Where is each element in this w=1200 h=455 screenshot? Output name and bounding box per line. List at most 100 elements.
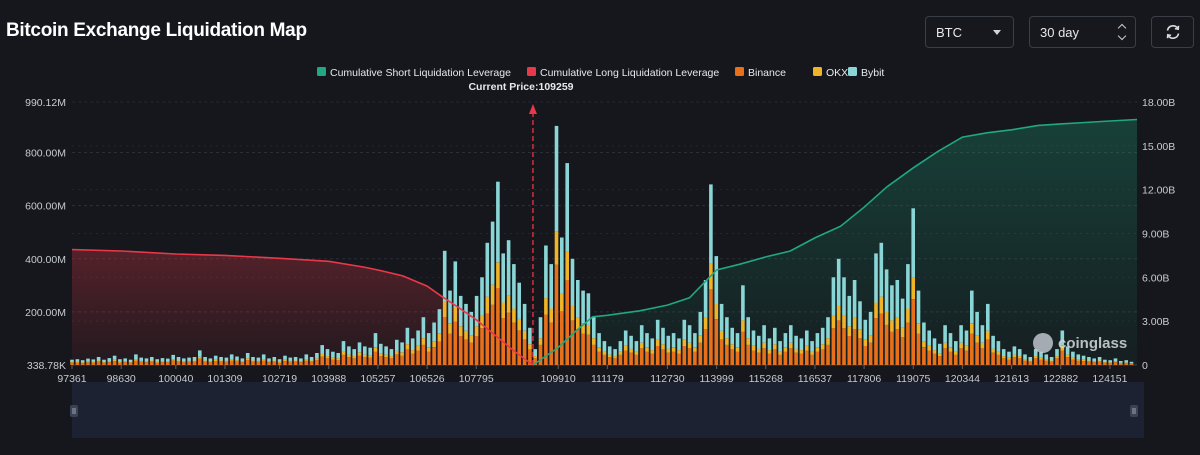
bybit-bar [352,349,356,357]
zoom-handle-left[interactable] [70,405,78,417]
binance-bar [725,344,729,365]
bybit-bar [613,349,617,357]
binance-bar [687,348,692,365]
binance-bar [1119,363,1123,365]
bybit-bar [1049,357,1054,361]
okx-bar [283,359,287,362]
binance-bar [171,360,175,365]
binance-bar [735,351,740,365]
okx-bar [986,330,990,340]
symbol-select[interactable]: BTC [925,16,1014,48]
binance-bar [831,328,836,365]
okx-bar [86,361,90,363]
okx-bar [623,345,628,351]
binance-bar [1044,360,1049,365]
range-select[interactable]: 30 day [1029,16,1136,48]
okx-bar [1001,356,1006,359]
binance-bar [741,331,745,365]
y-right-tick-label: 18.00B [1142,97,1175,109]
okx-bar [943,342,947,349]
bybit-bar [778,341,782,352]
okx-bar [560,293,564,312]
binance-bar [283,361,287,365]
bybit-bar [927,330,931,346]
binance-bar [1007,359,1011,365]
bybit-bar [538,317,543,339]
short-cumulative-area [533,119,1137,365]
binance-bar [331,359,335,365]
binance-bar [166,362,170,365]
bybit-bar [112,355,117,360]
binance-bar [560,311,564,365]
binance-bar [192,361,197,365]
binance-bar [91,362,96,365]
binance-bar [576,329,580,365]
refresh-button[interactable] [1151,16,1194,48]
bybit-bar [826,317,830,339]
bybit-bar [1065,346,1070,355]
okx-bar [741,320,745,332]
bybit-bar [1119,361,1123,363]
binance-bar [203,361,207,365]
okx-bar [852,317,857,330]
x-tick-label: 112730 [650,373,684,385]
okx-bar [1023,359,1027,361]
bybit-bar [240,358,245,362]
x-tick-label: 98630 [107,373,136,385]
binance-bar [714,319,719,365]
okx-bar [213,359,218,362]
bybit-bar [299,358,303,362]
okx-bar [576,317,580,330]
binance-bar [959,348,963,365]
bybit-bar [948,333,953,348]
bybit-bar [134,354,138,360]
bybit-bar [75,359,80,362]
y-left-tick-label: 800.00M [25,148,66,160]
binance-bar [235,361,239,365]
okx-bar [315,358,319,360]
okx-bar [1044,359,1049,361]
binance-bar [490,304,495,365]
binance-bar [347,357,351,365]
bybit-bar [730,327,734,345]
okx-bar [730,344,734,350]
y-left-tick-label: 338.78K [27,360,66,372]
y-right-tick-label: 9.00B [1142,229,1169,241]
bybit-bar [549,264,553,309]
binance-bar [501,318,505,365]
bybit-bar [261,354,266,360]
bybit-bar [229,354,234,360]
legend-swatch [813,67,822,76]
legend-label: OKX [826,67,848,79]
bybit-bar [416,330,420,346]
bybit-bar [512,264,516,309]
binance-bar [1103,362,1107,365]
okx-bar [256,360,261,362]
okx-bar [1055,356,1059,359]
binance-bar [485,313,490,365]
bybit-bar [118,359,122,362]
zoom-slider-track[interactable] [72,382,1144,438]
bybit-bar [847,295,852,327]
binance-bar [586,334,591,365]
okx-bar [666,348,671,353]
okx-bar [341,351,346,355]
bybit-bar [107,358,112,362]
okx-bar [293,360,298,362]
zoom-handle-right[interactable] [1130,405,1138,417]
binance-bar [618,355,623,365]
okx-bar [485,296,490,314]
bybit-bar [815,333,820,348]
bybit-bar [490,221,495,285]
bybit-bar [789,325,793,343]
binance-bar [570,320,575,365]
bybit-bar [980,325,985,343]
binance-bar [1001,358,1006,365]
binance-bar [416,350,420,365]
bybit-bar [757,335,761,349]
bybit-bar [629,335,633,349]
y-right-tick-label: 0 [1142,360,1148,372]
x-tick-label: 105257 [360,373,395,385]
bybit-bar [1124,360,1128,363]
bybit-bar [938,343,942,354]
